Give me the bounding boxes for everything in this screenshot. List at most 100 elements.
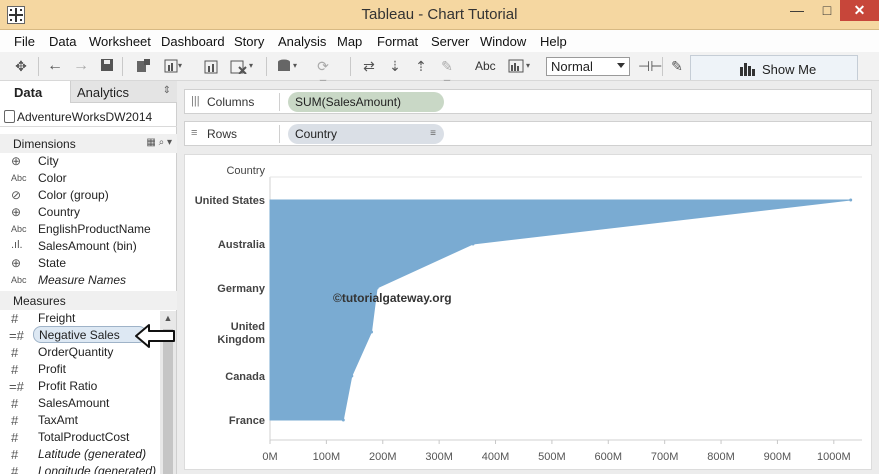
rows-shelf[interactable]: ≡ Rows Country ≡: [184, 121, 872, 146]
show-me-button[interactable]: Show Me: [690, 55, 858, 80]
hash-icon: #: [11, 464, 19, 474]
menu-map[interactable]: Map: [337, 34, 363, 49]
pause-updates-icon[interactable]: ▾: [276, 58, 297, 74]
field-latitude-generated[interactable]: # Latitude (generated): [0, 446, 175, 463]
field-orderquantity[interactable]: # OrderQuantity: [0, 344, 175, 361]
field-label: TotalProductCost: [38, 430, 130, 444]
field-color[interactable]: Abc Color: [0, 170, 175, 187]
field-taxamt[interactable]: # TaxAmt: [0, 412, 175, 429]
field-freight[interactable]: # Freight: [0, 310, 175, 327]
swap-rows-columns-icon[interactable]: ⇄: [363, 58, 375, 74]
tab-analytics-label: Analytics: [77, 85, 130, 100]
field-negative-sales[interactable]: =# Negative Sales: [0, 326, 175, 344]
menu-window[interactable]: Window: [480, 34, 527, 49]
sort-icon[interactable]: ≡: [430, 128, 436, 139]
new-worksheet-icon[interactable]: ▾: [164, 58, 182, 74]
menu-file[interactable]: File: [14, 34, 35, 49]
fit-select[interactable]: Normal: [546, 57, 630, 76]
x-tick-label: 700M: [651, 451, 679, 463]
datasource-item[interactable]: AdventureWorksDW2014: [0, 105, 177, 127]
presentation-icon[interactable]: ▾: [508, 58, 530, 74]
close-button[interactable]: ✕: [840, 0, 879, 21]
rows-pill-label: Country: [295, 127, 338, 141]
minimize-button[interactable]: —: [790, 2, 804, 18]
menu-worksheet[interactable]: Worksheet: [89, 34, 151, 49]
tab-data[interactable]: Data: [0, 81, 71, 103]
menu-story[interactable]: Story: [234, 34, 265, 49]
rows-shelf-label: Rows: [207, 127, 238, 141]
field-label: Profit Ratio: [38, 379, 98, 393]
save-icon[interactable]: [98, 58, 116, 74]
field-label: Latitude (generated): [38, 447, 147, 461]
columns-pill[interactable]: SUM(SalesAmount): [288, 92, 444, 112]
duplicate-sheet-icon[interactable]: [204, 58, 222, 74]
field-totalproductcost[interactable]: # TotalProductCost: [0, 429, 175, 446]
svg-text:▾: ▾: [249, 61, 253, 70]
menu-format[interactable]: Format: [377, 34, 419, 49]
show-mark-labels-button[interactable]: Abc: [475, 59, 496, 73]
window-title: Tableau - Chart Tutorial: [361, 6, 518, 23]
chevron-up-icon[interactable]: ▲: [163, 313, 173, 323]
field-color-group[interactable]: ⊘ Color (group): [0, 187, 175, 204]
shelf-divider: [279, 125, 280, 143]
menu-data[interactable]: Data: [49, 34, 77, 49]
field-city[interactable]: ⊕ City: [0, 153, 175, 170]
redo-icon[interactable]: →: [73, 57, 89, 74]
field-longitude-generated[interactable]: # Longitude (generated): [0, 463, 175, 474]
chevron-updown-icon[interactable]: ⇕: [162, 85, 171, 96]
menu-help[interactable]: Help: [540, 34, 567, 49]
hash-icon: #: [11, 345, 19, 360]
rows-icon: ≡: [191, 127, 198, 139]
new-datasource-icon[interactable]: [134, 58, 152, 74]
x-tick-label: 1000M: [817, 451, 851, 463]
field-profit[interactable]: # Profit: [0, 361, 175, 378]
menu-server[interactable]: Server: [431, 34, 470, 49]
x-tick-label: 300M: [425, 451, 453, 463]
highlight-icon[interactable]: ✎ ▾: [441, 58, 453, 90]
field-profit-ratio[interactable]: =# Profit Ratio: [0, 378, 175, 395]
hash-icon: #: [11, 413, 19, 428]
field-englishproductname[interactable]: Abc EnglishProductName: [0, 221, 175, 238]
scroll-thumb[interactable]: [163, 329, 173, 474]
undo-icon[interactable]: ←: [47, 57, 63, 74]
tab-analytics[interactable]: Analytics ⇕: [71, 81, 177, 103]
field-label: Freight: [38, 311, 76, 325]
field-state[interactable]: ⊕ State: [0, 255, 175, 272]
show-me-label: Show Me: [762, 62, 817, 77]
sort-ascending-icon[interactable]: ⇣: [389, 58, 401, 74]
sort-descending-icon[interactable]: ⇡: [415, 58, 427, 74]
menu-analysis[interactable]: Analysis: [278, 34, 327, 49]
data-point: [370, 330, 373, 334]
measures-scrollbar[interactable]: ▲: [160, 311, 176, 474]
y-tick-label: Germany: [217, 283, 266, 295]
shelf-divider: [279, 93, 280, 111]
refresh-icon[interactable]: ⟳ ▾: [317, 58, 329, 90]
toolbar-separator: [266, 57, 267, 76]
fix-axes-icon[interactable]: ⊣⊢: [638, 58, 663, 74]
toolbar-separator: [350, 57, 351, 76]
tableau-logo-icon: [7, 6, 25, 24]
field-salesamount-bin[interactable]: .ıl. SalesAmount (bin): [0, 238, 175, 255]
clear-sheet-icon[interactable]: ▾: [230, 58, 253, 75]
hash-icon: #: [11, 430, 19, 445]
annotate-pen-icon[interactable]: ✎: [671, 58, 683, 74]
dimensions-tools[interactable]: ▦ ⌕ ▾: [146, 137, 172, 148]
rows-pill[interactable]: Country ≡: [288, 124, 444, 144]
move-icon[interactable]: ✥: [15, 58, 27, 74]
data-point: [375, 286, 379, 290]
globe-icon: ⊕: [11, 205, 22, 219]
datasource-icon: [4, 110, 15, 123]
field-label: Color: [38, 171, 67, 185]
columns-shelf[interactable]: ||| Columns SUM(SalesAmount): [184, 89, 872, 114]
x-tick-label: 500M: [538, 451, 566, 463]
field-label: Country: [38, 205, 81, 219]
maximize-button[interactable]: □: [822, 2, 832, 18]
menu-dashboard[interactable]: Dashboard: [161, 34, 225, 49]
svg-text:▾: ▾: [526, 61, 530, 70]
field-salesamount[interactable]: # SalesAmount: [0, 395, 175, 412]
field-country[interactable]: ⊕ Country: [0, 204, 175, 221]
x-tick-label: 100M: [313, 451, 341, 463]
field-measure-names[interactable]: Abc Measure Names: [0, 272, 175, 289]
field-label: Negative Sales: [39, 328, 120, 342]
datasource-label: AdventureWorksDW2014: [17, 110, 153, 124]
